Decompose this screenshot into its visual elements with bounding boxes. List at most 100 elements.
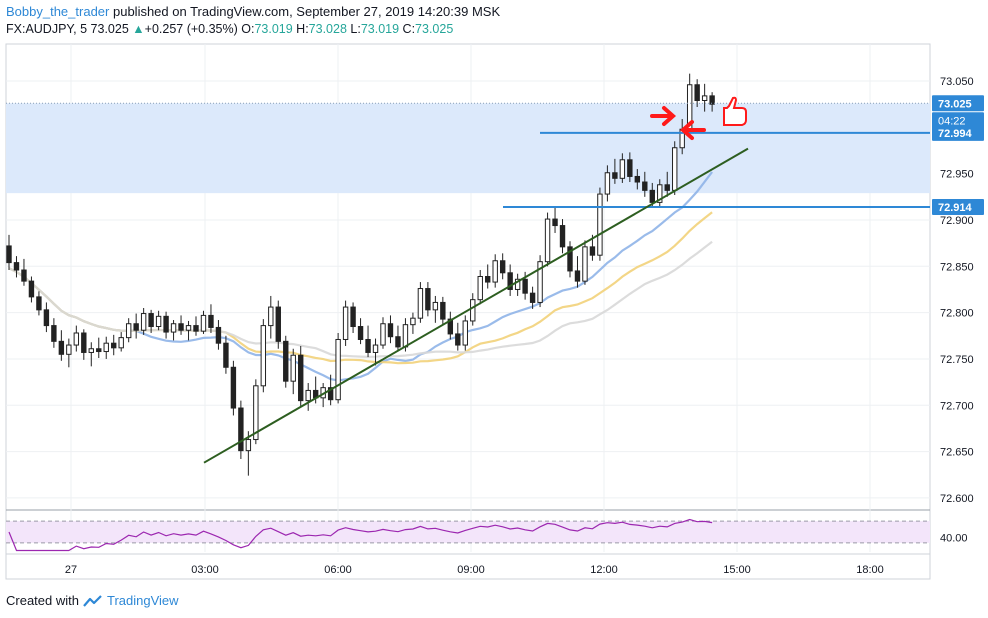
candle-body xyxy=(73,332,80,346)
trendline[interactable] xyxy=(203,147,749,464)
price-label-countdown: 04:22 xyxy=(938,115,966,127)
candle-body xyxy=(612,172,618,179)
candle-body xyxy=(664,184,670,191)
close-value: 73.025 xyxy=(415,22,454,36)
candle-body xyxy=(432,301,439,311)
candle-body xyxy=(507,272,513,290)
candle-body xyxy=(178,323,184,331)
candle-body xyxy=(305,389,311,402)
price-change: +0.257 (+0.35%) xyxy=(144,22,238,36)
symbol-label: FX:AUDJPY, 5 xyxy=(6,22,88,36)
candle-body xyxy=(440,301,446,320)
open-label: O: xyxy=(241,22,255,36)
candle-body xyxy=(13,262,20,271)
candle-body xyxy=(410,317,416,326)
rsi-band xyxy=(6,521,930,543)
rsi-pane xyxy=(6,518,930,552)
candle-body xyxy=(634,175,641,183)
tradingview-link[interactable]: TradingView xyxy=(106,593,179,608)
created-with-label: Created with xyxy=(6,593,79,608)
candle-body xyxy=(51,325,57,342)
candle-body xyxy=(185,325,192,331)
candle-body xyxy=(470,299,476,322)
price-label-box xyxy=(932,199,984,216)
candle-body xyxy=(111,342,117,349)
candle-body xyxy=(28,280,35,298)
chart-header-line2: FX:AUDJPY, 5 73.025 ▲+0.257 (+0.35%) O:7… xyxy=(6,22,453,36)
chart-grid xyxy=(5,43,931,580)
candle-body xyxy=(477,276,483,301)
price-tick-label: 73.050 xyxy=(940,76,974,88)
candle-body xyxy=(215,326,222,344)
time-tick-label: 18:00 xyxy=(856,564,884,576)
open-value: 73.019 xyxy=(254,22,293,36)
rsi-line xyxy=(8,518,713,552)
price-label-box xyxy=(932,112,984,129)
candle-body xyxy=(514,278,521,290)
candle-body xyxy=(544,218,551,263)
candle-body xyxy=(485,276,491,283)
low-value: 73.019 xyxy=(360,22,400,36)
price-label-level: 72.914 xyxy=(938,202,973,214)
annotation-markers xyxy=(650,96,747,140)
chart-header-line1: Bobby_the_trader published on TradingVie… xyxy=(6,4,500,19)
candle-body xyxy=(275,306,281,342)
time-tick-label: 03:00 xyxy=(191,564,219,576)
candle-body xyxy=(6,245,12,264)
ma-fast-line xyxy=(8,171,713,382)
price-label-box xyxy=(932,95,984,112)
price-label-level: 72.994 xyxy=(938,128,973,140)
price-tick-label: 72.650 xyxy=(940,447,974,459)
price-chart[interactable]: 72.600 72.650 72.700 72.750 72.800 72.850 72.9… xyxy=(0,0,988,590)
candle-body xyxy=(380,323,386,346)
candle-body xyxy=(492,260,498,283)
candle-body xyxy=(350,306,356,328)
candle-body xyxy=(604,172,611,195)
candle-body xyxy=(597,193,603,256)
thumbs-up-icon xyxy=(723,96,747,126)
published-info: published on TradingView.com, September … xyxy=(112,4,501,19)
time-tick-label: 15:00 xyxy=(723,564,751,576)
author-link[interactable]: Bobby_the_trader xyxy=(6,4,110,19)
high-label: H: xyxy=(296,22,309,36)
close-label: C: xyxy=(402,22,416,36)
time-tick-label: 12:00 xyxy=(590,564,618,576)
price-tick-label: 72.700 xyxy=(940,400,974,412)
candle-body xyxy=(417,288,424,319)
candle-body xyxy=(529,292,536,303)
horizontal-levels[interactable] xyxy=(6,102,930,209)
time-tick-label: 06:00 xyxy=(324,564,352,576)
candle-body xyxy=(342,306,349,340)
time-tick-label: 27 xyxy=(65,564,77,576)
time-tick-label: 09:00 xyxy=(457,564,485,576)
candle-body xyxy=(627,159,633,177)
candle-body xyxy=(552,218,558,227)
candle-body xyxy=(522,278,528,294)
candle-body xyxy=(462,320,468,346)
candle-body xyxy=(88,348,94,353)
price-tick-label: 72.900 xyxy=(940,215,974,227)
candle-body xyxy=(170,323,177,333)
candle-body xyxy=(574,270,581,282)
price-tick-label: 72.950 xyxy=(940,169,974,181)
candle-body xyxy=(642,181,648,191)
price-tick-label: 72.850 xyxy=(940,261,974,273)
candle-body xyxy=(230,366,237,409)
candle-body xyxy=(260,325,267,387)
candle-body xyxy=(298,354,304,402)
candle-body xyxy=(36,296,42,311)
candle-body xyxy=(21,269,27,282)
candle-body xyxy=(66,344,72,355)
tradingview-logo-icon xyxy=(83,594,102,607)
candle-body xyxy=(582,246,588,282)
candle-body xyxy=(499,260,506,274)
candle-body xyxy=(133,323,139,331)
candle-body xyxy=(253,385,259,441)
footer: Created with TradingView xyxy=(6,593,179,608)
candle-body xyxy=(125,323,132,339)
price-tick-label: 72.600 xyxy=(940,493,974,505)
chart-axes: 72.600 72.650 72.700 72.750 72.800 72.850 72.9… xyxy=(65,76,984,576)
candle-body xyxy=(208,314,214,328)
resistance-zone[interactable] xyxy=(6,103,930,194)
candle-body xyxy=(672,147,678,191)
